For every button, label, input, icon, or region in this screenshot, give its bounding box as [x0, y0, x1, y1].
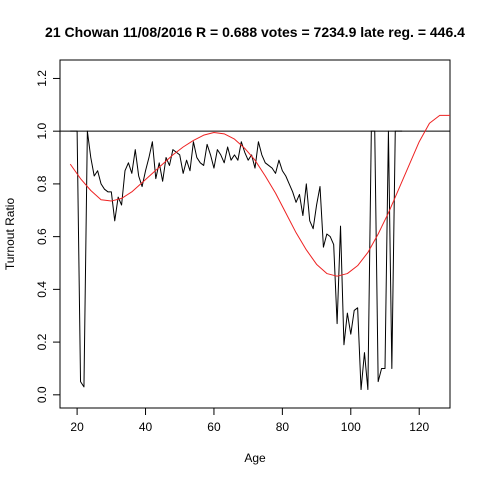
- x-tick-label: 80: [276, 420, 290, 434]
- y-tick-label: 1.2: [35, 70, 49, 87]
- y-tick-label: 0.4: [35, 281, 49, 298]
- x-axis: 20 40 60 80 100 120: [70, 408, 430, 434]
- plot-area: [60, 114, 450, 391]
- series-line-fit: [69, 114, 450, 277]
- y-axis-label: Turnout Ratio: [3, 198, 17, 271]
- x-tick-label: 60: [207, 420, 221, 434]
- y-tick-label: 0.6: [35, 228, 49, 245]
- chart-title: 21 Chowan 11/08/2016 R = 0.688 votes = 7…: [45, 24, 465, 40]
- y-tick-label: 1.0: [35, 123, 49, 140]
- x-tick-label: 120: [409, 420, 429, 434]
- x-tick-label: 100: [341, 420, 361, 434]
- y-tick-label: 0.0: [35, 386, 49, 403]
- y-tick-label: 0.2: [35, 333, 49, 350]
- y-tick-label: 0.8: [35, 175, 49, 192]
- x-tick-label: 40: [139, 420, 153, 434]
- x-tick-label: 20: [70, 420, 84, 434]
- x-axis-label: Age: [244, 451, 266, 465]
- y-axis: 0.0 0.2 0.4 0.6 0.8 1.0 1.2: [35, 70, 60, 403]
- plot-frame: [59, 59, 451, 409]
- series-line-observed: [70, 130, 403, 391]
